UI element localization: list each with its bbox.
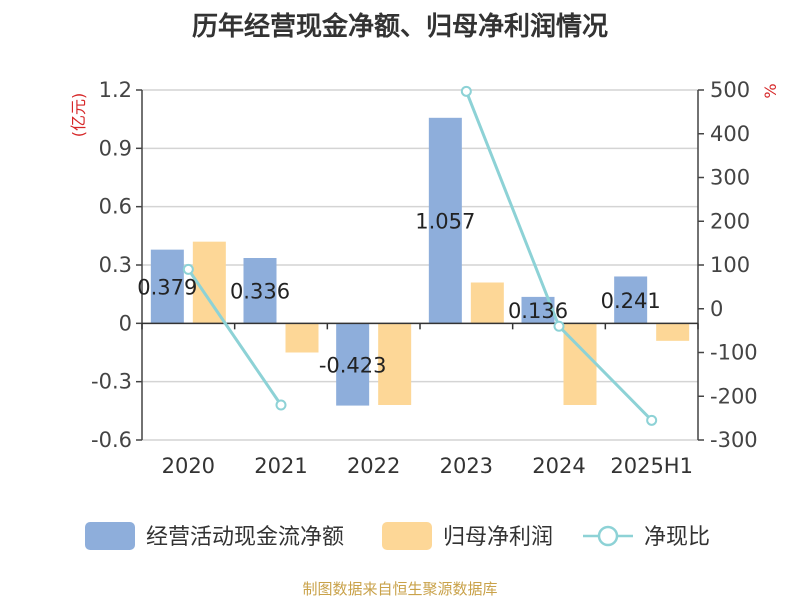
net-profit-bar [378, 323, 412, 405]
legend-swatch-marker [597, 525, 619, 547]
cashflow-data-label: 0.379 [137, 275, 197, 299]
right-tick-label: 100 [710, 253, 750, 277]
grid-layer [142, 89, 698, 441]
legend-label: 净现比 [644, 525, 710, 550]
category-label: 2020 [162, 454, 215, 478]
cashflow-bar [428, 117, 462, 324]
legend-label: 经营活动现金流净额 [146, 525, 344, 550]
ratio-point [553, 320, 565, 332]
line-layer [182, 85, 658, 426]
legend: 经营活动现金流净额 归母净利润 净现比 [85, 522, 710, 550]
right-tick-label: 400 [710, 122, 750, 146]
right-tick-label: 200 [710, 209, 750, 233]
right-tick-label: -200 [710, 384, 758, 408]
left-tick-label: 1.2 [99, 78, 132, 102]
left-tick-label: 0.3 [99, 253, 132, 277]
chart-title: 历年经营现金净额、归母净利润情况 [191, 12, 608, 42]
right-axis-unit: % [761, 83, 780, 98]
right-tick-label: -300 [710, 428, 758, 452]
cashflow-data-label: 0.136 [508, 299, 568, 323]
category-label: 2025H1 [610, 454, 693, 478]
cashflow-bar [614, 276, 648, 324]
ratio-point [182, 263, 194, 275]
legend-label: 归母净利润 [443, 525, 553, 550]
left-tick-label: 0.9 [99, 136, 132, 160]
category-label: 2023 [440, 454, 493, 478]
right-tick-label: 500 [710, 78, 750, 102]
cashflow-bar [150, 249, 184, 324]
cashflow-data-label: -0.423 [319, 353, 387, 377]
left-tick-label: 0 [119, 311, 132, 335]
ratio-line-segment [464, 90, 653, 422]
right-tick-label: 300 [710, 166, 750, 190]
cashflow-data-label: 0.336 [230, 280, 290, 304]
net-profit-bar [470, 282, 504, 324]
legend-swatch [85, 522, 135, 550]
ratio-point [460, 85, 472, 97]
right-tick-label: 0 [710, 297, 723, 321]
cashflow-bar [336, 323, 370, 406]
left-axis-unit: (亿元) [69, 93, 88, 138]
bar-layer [150, 117, 690, 406]
net-profit-bar [285, 323, 319, 353]
ratio-point [646, 414, 658, 426]
source-note: 制图数据来自恒生聚源数据库 [302, 580, 498, 598]
category-label: 2024 [532, 454, 585, 478]
left-tick-label: -0.6 [91, 428, 132, 452]
net-profit-bar [656, 323, 690, 341]
left-tick-label: 0.6 [99, 195, 132, 219]
cashflow-data-label: 0.241 [601, 289, 661, 313]
legend-swatch [382, 522, 432, 550]
label-layer: 0.379 0.336 -0.423 1.057 0.136 0.241 [137, 210, 660, 378]
ratio-point [275, 399, 287, 411]
cashflow-data-label: 1.057 [415, 210, 475, 234]
cashflow-bar [243, 258, 277, 324]
category-label: 2021 [254, 454, 307, 478]
category-label: 2022 [347, 454, 400, 478]
left-tick-label: -0.3 [91, 370, 132, 394]
ratio-line-segment [187, 268, 283, 406]
axis-layer: 1.2 0.9 0.6 0.3 0 -0.3 -0.6 500 400 300 200 100 0 -10… [69, 78, 780, 478]
right-tick-label: -100 [710, 341, 758, 365]
